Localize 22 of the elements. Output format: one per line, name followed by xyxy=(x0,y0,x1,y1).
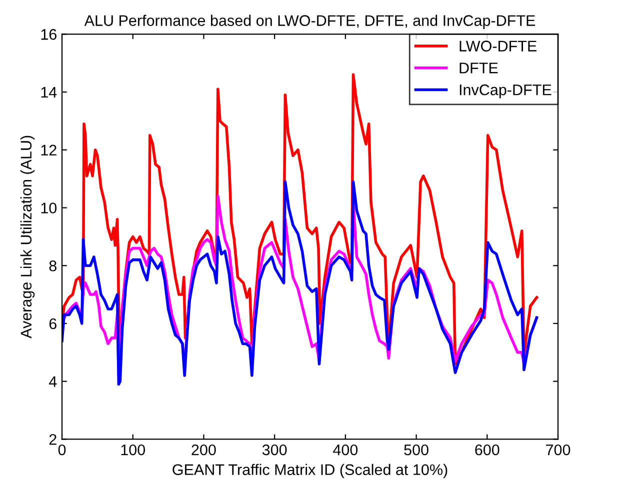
y-tick-label: 14 xyxy=(41,87,57,98)
y-tick-label: 8 xyxy=(49,260,56,272)
y-tick-label: 12 xyxy=(41,144,56,156)
legend-label: DFTE xyxy=(460,62,498,74)
y-tick-label: 16 xyxy=(41,29,56,40)
x-tick-label: 300 xyxy=(262,444,287,456)
chart-title: ALU Performance based on LWO-DFTE, DFTE, and InvCap-DFTE xyxy=(84,14,536,29)
x-tick-label: 200 xyxy=(192,444,216,456)
x-tick-label: 500 xyxy=(404,444,428,456)
y-tick-label: 10 xyxy=(41,202,57,214)
x-axis-title: GEANT Traffic Matrix ID (Scaled at 10%) xyxy=(172,464,448,478)
x-tick-label: 700 xyxy=(546,444,570,456)
y-axis-title: Average Link Utilization (ALU) xyxy=(20,136,35,338)
x-tick-label: 100 xyxy=(121,444,146,456)
legend-label: InvCap-DFTE xyxy=(460,84,552,98)
x-tick-label: 400 xyxy=(333,444,358,456)
y-tick-label: 2 xyxy=(49,434,56,445)
legend-label: LWO-DFTE xyxy=(460,40,537,52)
y-tick-label: 6 xyxy=(49,318,56,330)
y-tick-label: 4 xyxy=(48,376,57,387)
x-tick-label: 0 xyxy=(58,444,66,456)
x-tick-label: 600 xyxy=(475,444,500,456)
